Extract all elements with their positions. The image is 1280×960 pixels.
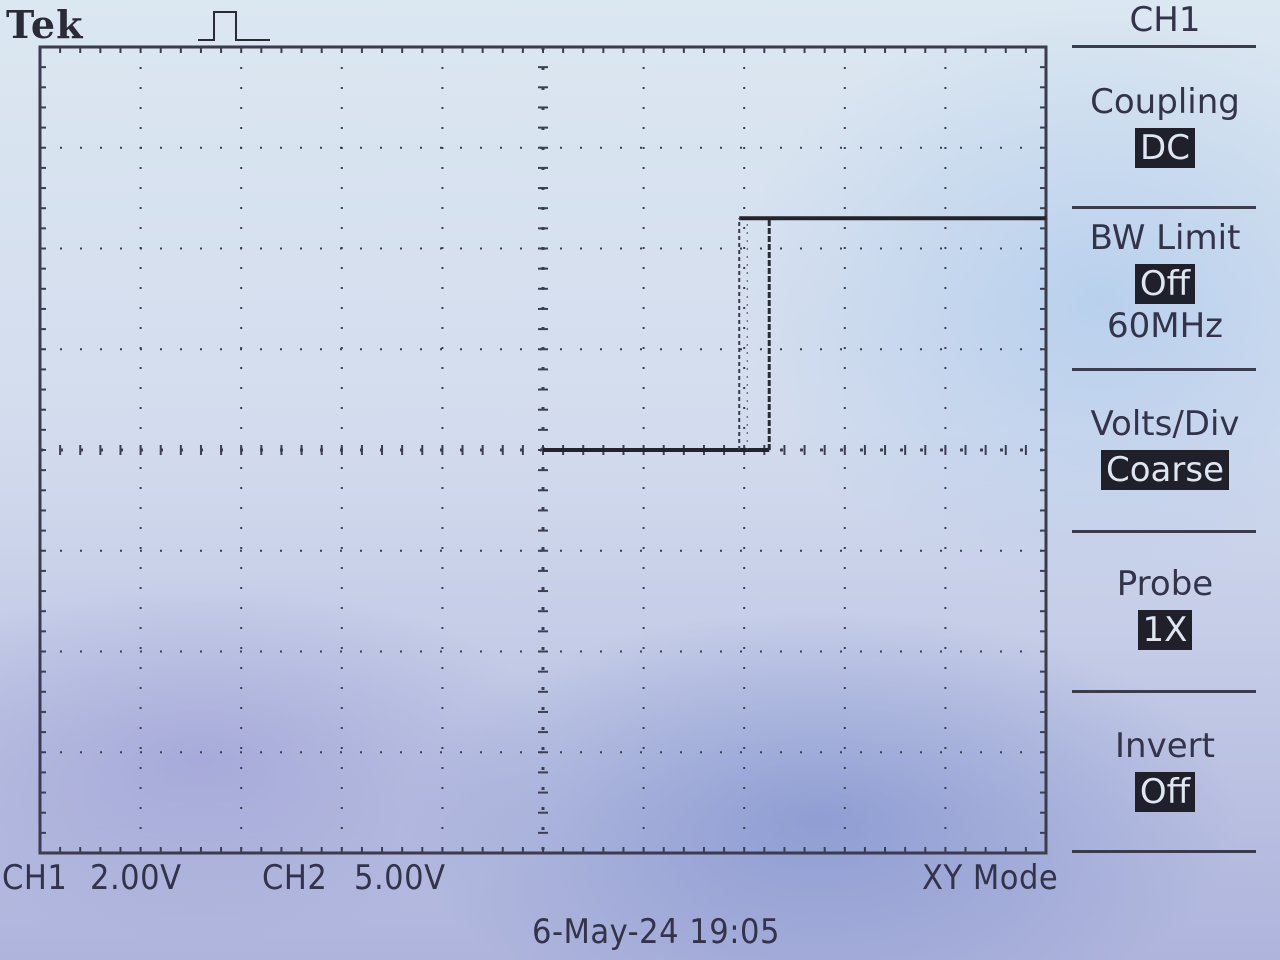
invert-label: Invert xyxy=(1115,726,1215,766)
bw-limit-frequency: 60MHz xyxy=(1106,306,1223,346)
volts-div-button[interactable]: Volts/Div Coarse xyxy=(1072,404,1258,490)
probe-value: 1X xyxy=(1137,610,1193,650)
menu-divider xyxy=(1072,45,1256,48)
waveform-display xyxy=(38,45,1048,855)
invert-button[interactable]: Invert Off xyxy=(1072,726,1258,812)
menu-divider xyxy=(1072,850,1256,853)
menu-divider xyxy=(1072,206,1256,209)
probe-label: Probe xyxy=(1116,564,1214,604)
volts-div-label: Volts/Div xyxy=(1090,404,1240,444)
bw-limit-label: BW Limit xyxy=(1089,218,1241,258)
ch1-menu: CH1 Coupling DC BW Limit Off 60MHz Volts… xyxy=(1072,0,1258,860)
pulse-trigger-icon xyxy=(198,11,270,41)
brand-logo: Tek xyxy=(6,2,84,47)
ch2-volts-per-div: 5.00V xyxy=(354,858,446,898)
coupling-button[interactable]: Coupling DC xyxy=(1072,82,1258,168)
xy-mode-label: XY Mode xyxy=(922,858,1059,898)
probe-button[interactable]: Probe 1X xyxy=(1072,564,1258,650)
bw-limit-value: Off xyxy=(1134,264,1196,304)
menu-divider xyxy=(1072,368,1256,371)
invert-value: Off xyxy=(1134,772,1196,812)
menu-title: CH1 xyxy=(1129,0,1201,40)
date-time: 6-May-24 19:05 xyxy=(532,912,780,952)
menu-divider xyxy=(1072,690,1256,693)
coupling-value: DC xyxy=(1135,128,1195,168)
menu-divider xyxy=(1072,530,1256,533)
ch1-label: CH1 xyxy=(2,858,68,898)
ch2-label: CH2 xyxy=(262,858,328,898)
volts-div-value: Coarse xyxy=(1101,450,1229,490)
ch1-trace xyxy=(543,216,1046,452)
ch1-volts-per-div: 2.00V xyxy=(90,858,182,898)
coupling-label: Coupling xyxy=(1090,82,1240,122)
bw-limit-button[interactable]: BW Limit Off 60MHz xyxy=(1072,218,1258,346)
